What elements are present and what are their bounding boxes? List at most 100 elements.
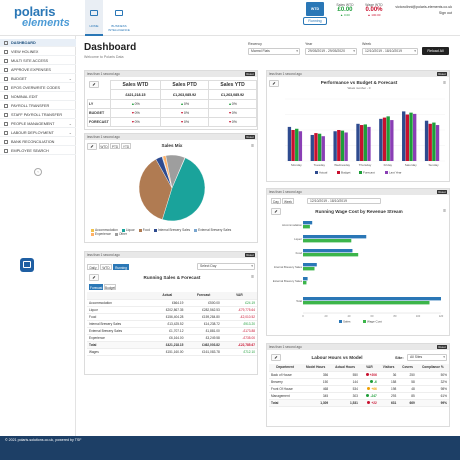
wage-date-select[interactable]: 12/10/2019 - 18/10/2019: [307, 198, 381, 204]
sidebar-item-staff-payroll-transfer[interactable]: STAFF PAYROLL TRANSFER: [0, 111, 76, 119]
menu-icon[interactable]: ≡: [443, 208, 446, 214]
sidebar-item-view-holinex[interactable]: VIEW HOLINEX: [0, 48, 76, 56]
reset-button[interactable]: Reset: [245, 253, 255, 257]
reset-button[interactable]: Reset: [437, 72, 447, 76]
bar-actual[interactable]: [287, 126, 292, 161]
bar-sales[interactable]: [303, 277, 308, 281]
reset-button[interactable]: Reset: [245, 135, 255, 139]
recency-select[interactable]: Marmd Flats ▾: [248, 48, 300, 55]
bar-actual[interactable]: [356, 123, 360, 161]
bar-sales[interactable]: [303, 263, 317, 267]
sidebar-item-approve-expenses[interactable]: APPROVE EXPENSES: [0, 66, 76, 74]
bar-actual[interactable]: [310, 134, 314, 161]
bar-actual[interactable]: [402, 111, 406, 161]
legend-item[interactable]: Liquor: [121, 228, 135, 232]
reset-button[interactable]: Reset: [437, 345, 447, 349]
bar-forecast[interactable]: [386, 116, 390, 161]
user-menu[interactable]: victorollnni@polaris-elements.co.uk Sign…: [395, 4, 452, 16]
bar-actual[interactable]: [379, 118, 383, 161]
subtab-budget[interactable]: Budget: [104, 284, 116, 290]
bar-budget[interactable]: [291, 130, 295, 161]
wrench-icon[interactable]: [271, 354, 281, 361]
legend-item[interactable]: Other: [114, 232, 127, 236]
select-day[interactable]: Select Day ▾: [197, 263, 255, 270]
menu-icon[interactable]: ≡: [251, 274, 254, 280]
bar-last-year[interactable]: [413, 113, 417, 161]
bar-forecast[interactable]: [363, 124, 367, 161]
tab-ptd[interactable]: PTD: [110, 143, 120, 149]
sidebar-item-employee-search[interactable]: EMPLOYEE SEARCH: [0, 147, 76, 155]
brand-logo[interactable]: polaris: [14, 4, 56, 19]
sidebar-item-people-management[interactable]: PEOPLE MANAGEMENT ⌄: [0, 120, 76, 128]
site-select[interactable]: All Sites ▾: [407, 354, 447, 361]
bar-sales[interactable]: [303, 297, 441, 301]
subtab-forecast[interactable]: Forecast: [89, 284, 103, 290]
bar-budget[interactable]: [428, 123, 432, 161]
bar-sales[interactable]: [303, 235, 367, 239]
sidebar-item-payroll-transfer[interactable]: PAYROLL TRANSFER: [0, 102, 76, 110]
sidebar-item-bank-reconciliation[interactable]: BANK RECONCILIATION: [0, 138, 76, 146]
bar-forecast[interactable]: [409, 112, 413, 161]
bar-last-year[interactable]: [390, 120, 394, 161]
bar-forecast[interactable]: [317, 133, 322, 161]
bar-last-year[interactable]: [298, 131, 303, 161]
sidebar-item-epos-overwrite-codes[interactable]: EPOS OVERWRITE CODES: [0, 84, 76, 92]
wrench-icon[interactable]: [87, 143, 97, 150]
tab-week[interactable]: Week: [282, 198, 294, 204]
bar-wage-cost[interactable]: [303, 239, 352, 243]
bar-budget[interactable]: [405, 114, 410, 162]
pie-slice-other[interactable]: [165, 154, 186, 189]
wrench-icon[interactable]: [269, 80, 279, 87]
bar-wage-cost[interactable]: [303, 225, 310, 229]
year-select[interactable]: 29/05/2019 - 29/05/2020 ▾: [305, 48, 357, 55]
reset-button[interactable]: Reset: [437, 190, 447, 194]
pie-slice-food[interactable]: [138, 158, 173, 220]
bar-wage-cost[interactable]: [303, 253, 359, 257]
legend-item[interactable]: Accommodation: [91, 228, 118, 232]
tab-wtd[interactable]: WTD: [100, 264, 112, 270]
legend-item[interactable]: Experience: [91, 232, 111, 236]
tab-running[interactable]: Running: [113, 264, 129, 270]
sidebar-item-labour-deployment[interactable]: LABOUR DEPLOYMENT ⌄: [0, 129, 76, 137]
tab-daily[interactable]: Daily: [87, 264, 99, 270]
bar-budget[interactable]: [337, 130, 341, 161]
legend-item[interactable]: Food: [138, 228, 150, 232]
bar-sales[interactable]: [303, 249, 353, 253]
wrench-icon[interactable]: [88, 81, 99, 88]
reload-all-button[interactable]: Reload All: [422, 47, 449, 55]
bar-wage-cost[interactable]: [303, 301, 430, 305]
sidebar-item-nominal-edit[interactable]: NOMINAL EDIT: [0, 93, 76, 101]
sidebar-item-budget[interactable]: BUDGET ⌄: [0, 75, 76, 83]
bar-wage-cost[interactable]: [303, 267, 315, 271]
bar-budget[interactable]: [314, 133, 318, 161]
signout-link[interactable]: Sign out: [438, 11, 452, 15]
tab-day[interactable]: Day: [271, 198, 281, 204]
tab-wtd[interactable]: WTD: [99, 143, 109, 149]
menu-icon[interactable]: ≡: [251, 143, 254, 149]
bar-budget[interactable]: [359, 125, 364, 161]
bar-last-year[interactable]: [435, 125, 440, 161]
bar-actual[interactable]: [424, 120, 429, 161]
bar-actual[interactable]: [333, 131, 337, 161]
week-select[interactable]: 12/10/2019 - 18/10/2019 ▾: [362, 48, 418, 55]
reset-button[interactable]: Reset: [245, 72, 255, 76]
sidebar-item-dashboard[interactable]: DASHBOARD: [0, 39, 76, 47]
legend-item[interactable]: External Brewery Sales: [194, 228, 231, 232]
wtd-button[interactable]: WTD: [306, 2, 324, 16]
bar-forecast[interactable]: [340, 130, 345, 161]
bar-budget[interactable]: [382, 117, 387, 161]
bar-sales[interactable]: [303, 221, 313, 225]
chat-button[interactable]: [20, 258, 34, 272]
bar-last-year[interactable]: [344, 132, 348, 161]
nav-home[interactable]: HOME: [85, 0, 103, 36]
tab-ytd[interactable]: YTD: [121, 143, 131, 149]
bar-last-year[interactable]: [321, 136, 325, 161]
wrench-icon[interactable]: [89, 274, 99, 281]
bar-last-year[interactable]: [367, 126, 371, 161]
nav-business-intelligence[interactable]: BUSINESS INTELLIGENCE: [108, 0, 130, 36]
pie-slice-liquor[interactable]: [162, 157, 206, 222]
bar-wage-cost[interactable]: [303, 281, 307, 285]
bar-forecast[interactable]: [295, 128, 299, 161]
running-button[interactable]: Running: [303, 17, 327, 25]
bar-forecast[interactable]: [432, 122, 436, 161]
